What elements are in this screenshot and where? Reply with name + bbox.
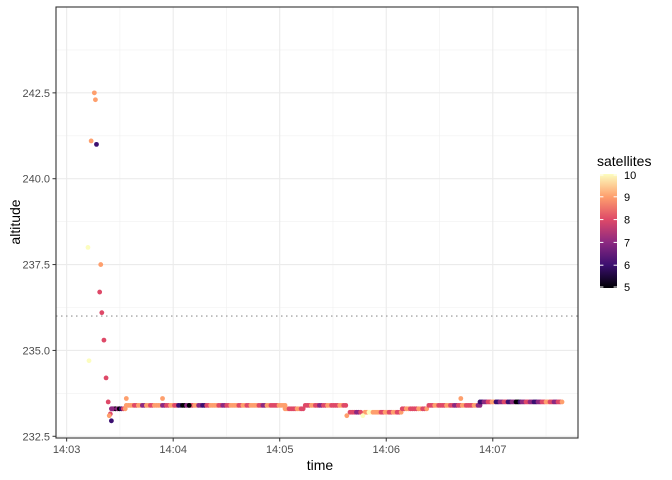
data-point	[160, 396, 165, 401]
data-point	[343, 402, 349, 408]
panel-border	[55, 6, 579, 439]
data-point	[358, 409, 364, 415]
data-point	[458, 396, 464, 401]
x-tick-label: 14:06	[372, 444, 400, 456]
data-point	[85, 244, 91, 250]
data-point	[88, 138, 94, 144]
data-point	[424, 406, 430, 412]
data-point	[110, 406, 115, 412]
legend-ticks: 5 6 7 8 9 10	[600, 170, 636, 294]
grid-minor	[56, 7, 578, 438]
data-point	[105, 399, 111, 405]
grid-major	[56, 7, 578, 438]
data-point	[94, 141, 99, 147]
data-point	[103, 375, 109, 381]
x-axis-title: time	[307, 457, 334, 473]
legend-tick-label: 5	[624, 282, 630, 294]
data-point	[300, 406, 306, 412]
data-point	[344, 413, 350, 419]
y-tick-label: 242.5	[22, 88, 50, 100]
data-point	[99, 310, 105, 316]
legend-tick-label: 6	[624, 260, 630, 272]
legend-tick-label: 8	[624, 215, 630, 227]
data-point	[86, 358, 92, 364]
y-tick-label: 235.0	[22, 345, 50, 357]
y-tick-label: 237.5	[22, 260, 50, 272]
legend-tick-label: 10	[624, 170, 636, 182]
x-axis: 14:03 14:04 14:05 14:06 14:07	[53, 438, 507, 456]
legend-tick-label: 9	[624, 192, 630, 204]
panel-background	[56, 7, 578, 438]
data-point	[108, 418, 114, 424]
x-tick-label: 14:03	[53, 444, 81, 456]
data-point	[186, 402, 192, 408]
data-point	[106, 413, 112, 419]
x-tick-label: 14:05	[266, 444, 294, 456]
data-point	[123, 396, 129, 401]
data-point	[101, 337, 107, 343]
x-tick-label: 14:07	[479, 444, 507, 456]
legend-title: satellites	[597, 153, 651, 169]
legend-colorbar	[600, 174, 617, 288]
y-tick-label: 240.0	[22, 174, 50, 186]
data-point	[91, 90, 97, 96]
y-axis-title: altitude	[7, 199, 23, 244]
data-point	[97, 289, 103, 295]
data-point	[559, 399, 565, 405]
y-axis: 232.5 235.0 237.5 240.0 242.5	[22, 88, 56, 443]
x-tick-label: 14:04	[159, 444, 187, 456]
legend-tick-label: 7	[624, 237, 630, 249]
data-point	[98, 262, 104, 267]
data-points	[85, 90, 464, 424]
legend: satellites 5 6 7 8 9 10	[597, 153, 651, 294]
data-point	[93, 97, 98, 103]
y-tick-label: 232.5	[22, 431, 50, 443]
data-point	[360, 413, 366, 419]
